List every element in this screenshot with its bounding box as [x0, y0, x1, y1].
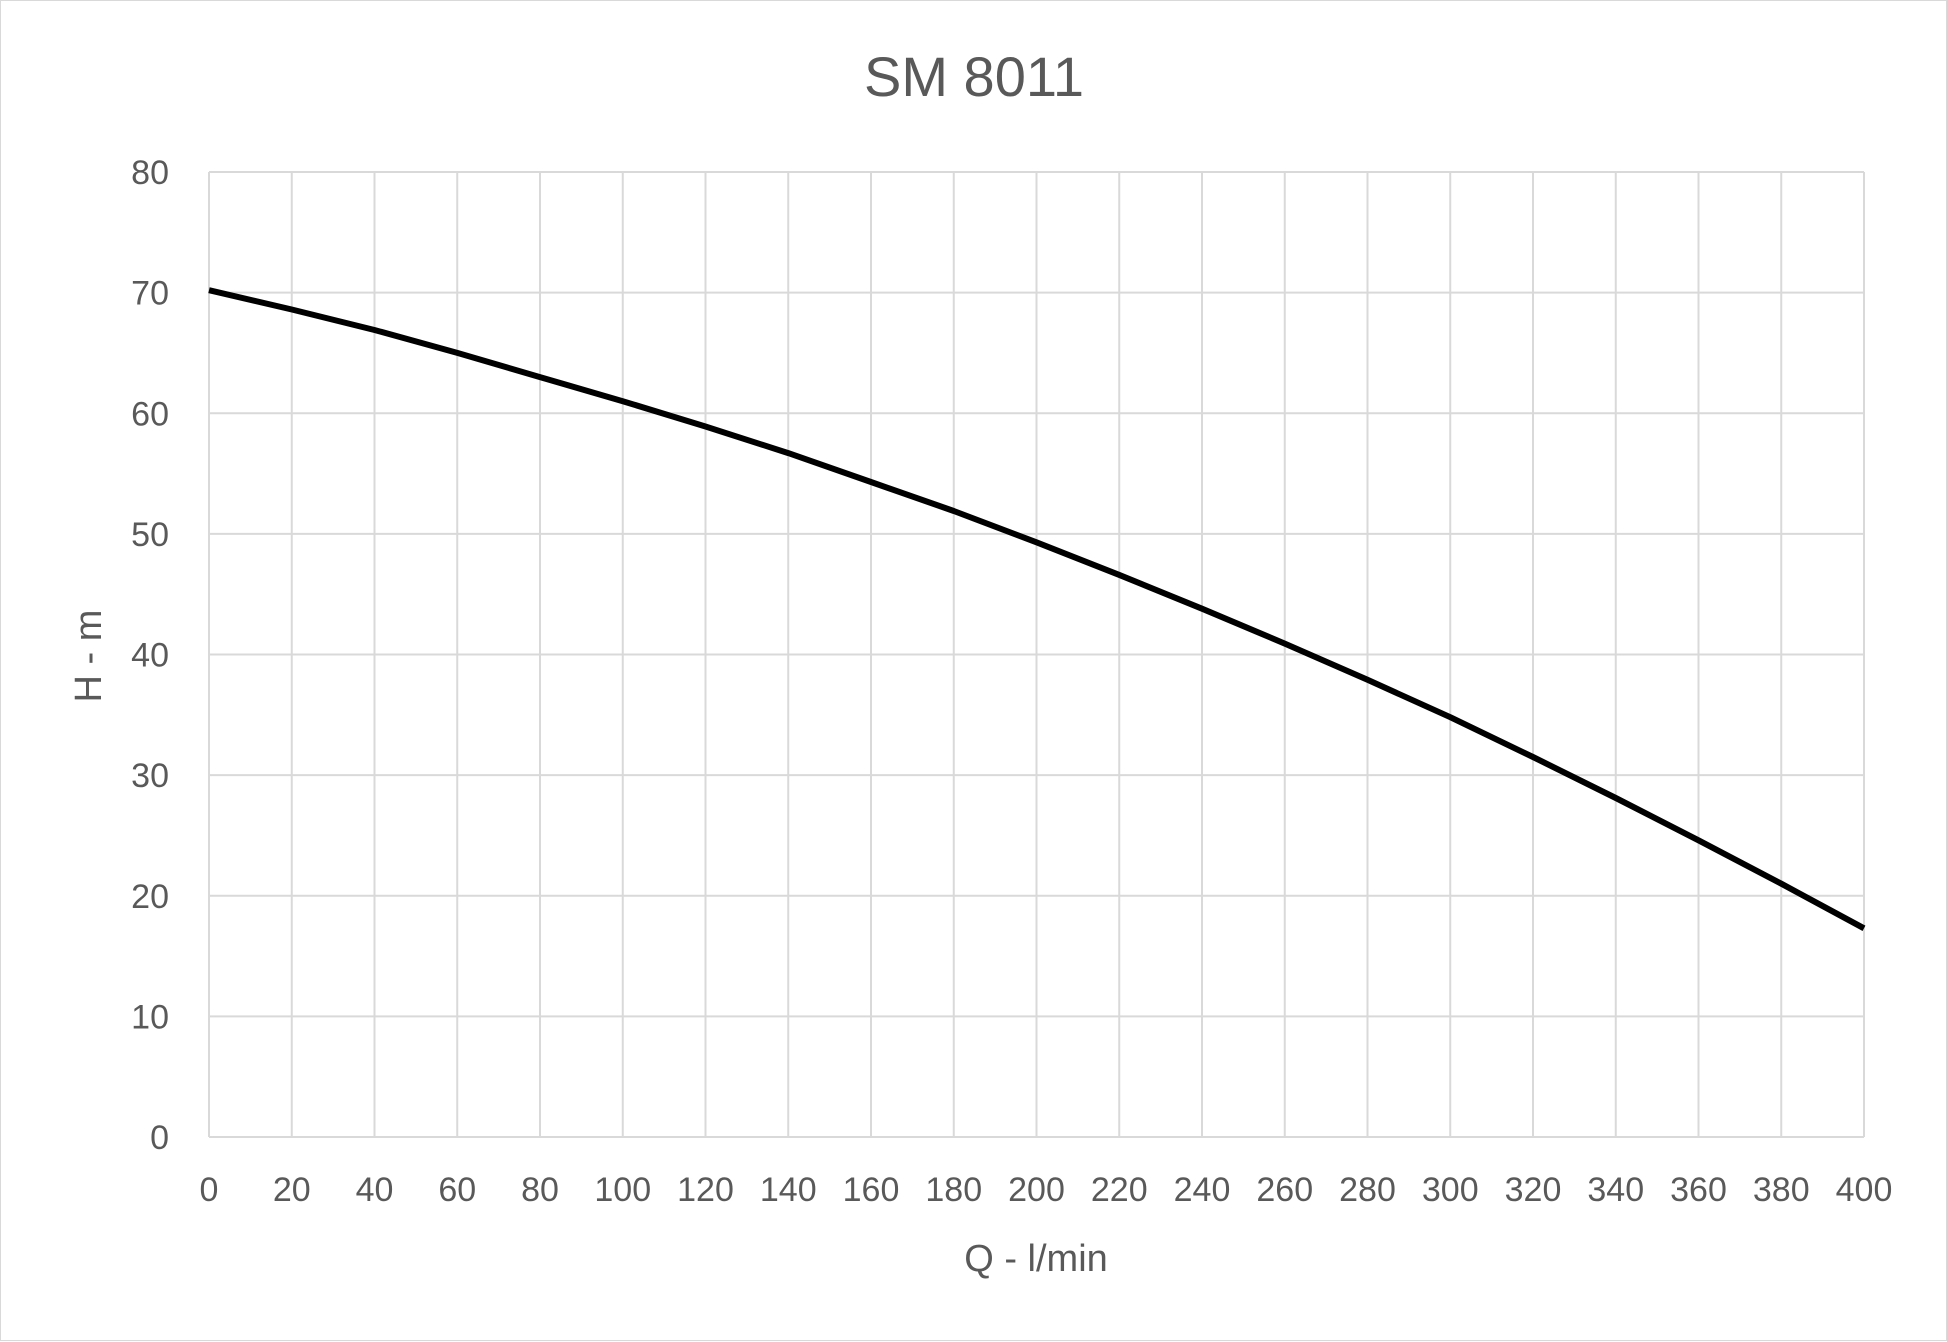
series-line-0	[208, 287, 1866, 931]
x-tick-label: 260	[1256, 1171, 1313, 1209]
y-tick-label: 10	[131, 998, 169, 1036]
y-tick-label: 0	[150, 1119, 169, 1157]
y-axis-ticks: 0 10 20 30 40 50 60 70 80	[131, 154, 169, 1157]
chart-title: SM 8011	[864, 45, 1084, 108]
grid-lines	[208, 171, 1865, 1138]
y-tick-label: 70	[131, 275, 169, 313]
x-tick-label: 300	[1422, 1171, 1479, 1209]
x-tick-label: 340	[1587, 1171, 1644, 1209]
x-tick-label: 140	[760, 1171, 817, 1209]
x-tick-label: 220	[1091, 1171, 1148, 1209]
y-tick-label: 30	[131, 757, 169, 795]
x-tick-label: 240	[1174, 1171, 1231, 1209]
x-axis-title: Q - l/min	[964, 1238, 1108, 1280]
x-tick-label: 400	[1836, 1171, 1893, 1209]
y-tick-label: 80	[131, 154, 169, 192]
y-tick-label: 20	[131, 878, 169, 916]
x-tick-label: 60	[438, 1171, 476, 1209]
y-tick-label: 40	[131, 637, 169, 675]
x-tick-label: 360	[1670, 1171, 1727, 1209]
y-tick-label: 50	[131, 516, 169, 554]
x-tick-label: 0	[200, 1171, 219, 1209]
y-axis-title: H - m	[68, 610, 110, 703]
y-tick-label: 60	[131, 395, 169, 433]
x-tick-label: 100	[594, 1171, 651, 1209]
x-tick-label: 320	[1505, 1171, 1562, 1209]
x-tick-label: 180	[925, 1171, 982, 1209]
x-tick-label: 80	[521, 1171, 559, 1209]
x-axis-ticks: 0 20 40 60 80 100 120 140 160 180 200 220 240 260 280 3…	[200, 1171, 1893, 1209]
x-tick-label: 280	[1339, 1171, 1396, 1209]
x-tick-label: 160	[843, 1171, 900, 1209]
x-tick-label: 200	[1008, 1171, 1065, 1209]
x-tick-label: 120	[677, 1171, 734, 1209]
x-tick-label: 380	[1753, 1171, 1810, 1209]
x-tick-label: 20	[273, 1171, 311, 1209]
series-layer	[208, 287, 1866, 931]
x-tick-label: 40	[356, 1171, 394, 1209]
